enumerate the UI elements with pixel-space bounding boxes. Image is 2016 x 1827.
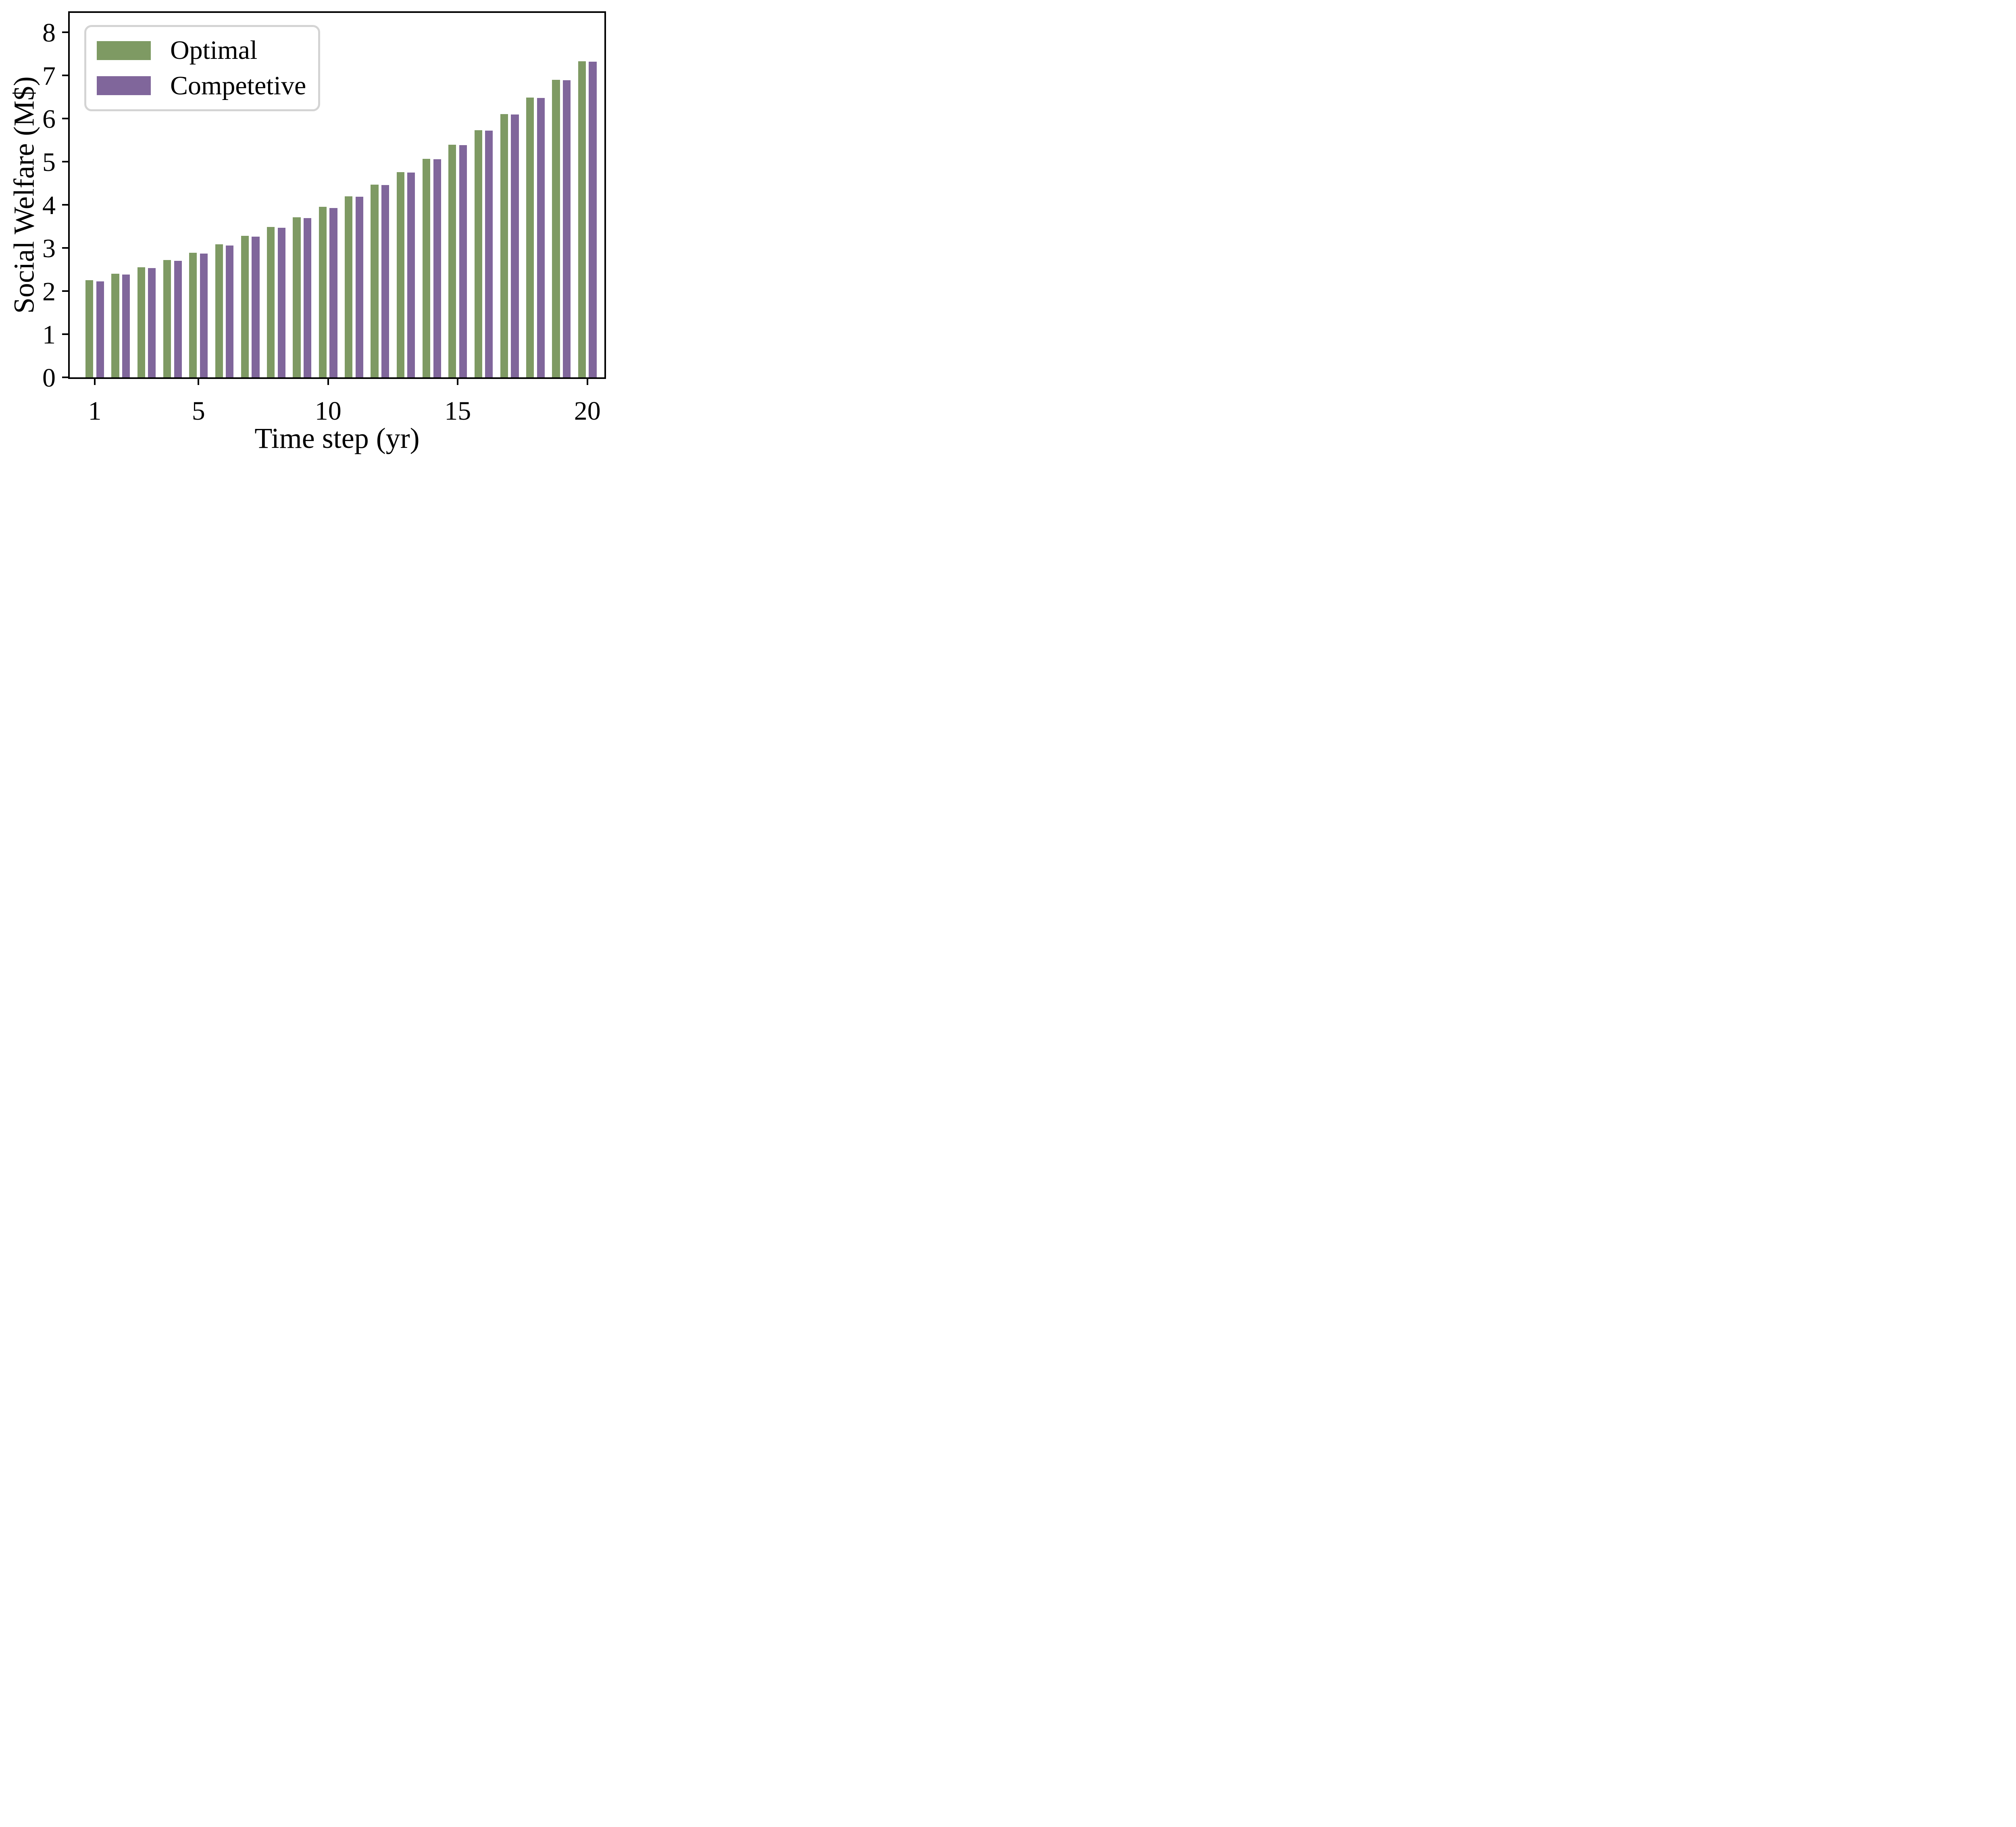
bar-optimal-20: [578, 61, 586, 377]
bar-optimal-1: [85, 280, 94, 377]
bar-optimal-19: [552, 79, 560, 377]
y-tick-label-8: 8: [42, 18, 56, 48]
y-tick-1: [62, 333, 68, 335]
bar-competetive-19: [563, 80, 571, 377]
bar-competetive-9: [304, 218, 312, 377]
figure-root: Social Welfare (M$) 0 1 2 3 4 5 6 7 8 1 5 10 15 20 Op…: [0, 0, 616, 457]
legend-swatch-competetive: [97, 76, 151, 96]
y-tick-label-0: 0: [42, 363, 56, 393]
y-tick-8: [62, 31, 68, 33]
y-tick-label-1: 1: [42, 320, 56, 350]
bar-competetive-7: [252, 237, 260, 377]
legend-item-competetive: Competetive: [97, 71, 308, 100]
legend-swatch-optimal: [97, 41, 151, 60]
bar-optimal-9: [293, 217, 301, 377]
x-tick-1: [94, 379, 96, 385]
bar-competetive-4: [174, 261, 182, 377]
legend-label-optimal: Optimal: [170, 35, 258, 65]
bar-competetive-2: [122, 275, 130, 377]
bar-optimal-3: [137, 267, 145, 377]
y-tick-label-3: 3: [42, 234, 56, 263]
bar-competetive-1: [96, 281, 104, 377]
y-tick-label-4: 4: [42, 191, 56, 220]
bar-optimal-7: [241, 236, 249, 377]
y-tick-3: [62, 247, 68, 249]
bar-optimal-18: [526, 97, 534, 377]
legend-item-optimal: Optimal: [97, 36, 308, 65]
bar-optimal-14: [422, 158, 431, 377]
bar-optimal-12: [371, 184, 379, 377]
bar-competetive-10: [329, 208, 337, 377]
bar-optimal-17: [500, 114, 508, 377]
y-tick-label-5: 5: [42, 148, 56, 177]
bar-competetive-14: [433, 159, 441, 377]
bar-competetive-11: [355, 196, 363, 377]
bar-optimal-15: [448, 145, 456, 377]
x-axis-label: Time step (yr): [254, 422, 420, 454]
bar-optimal-10: [319, 207, 327, 377]
x-tick-20: [586, 379, 588, 385]
bar-optimal-16: [474, 130, 482, 377]
bar-optimal-11: [345, 196, 353, 377]
x-tick-label-15: 15: [444, 396, 471, 426]
bar-competetive-13: [407, 172, 415, 377]
x-tick-label-10: 10: [314, 396, 342, 426]
bar-competetive-20: [589, 61, 597, 377]
bar-competetive-8: [277, 227, 285, 377]
bar-competetive-18: [537, 98, 545, 377]
bar-optimal-4: [163, 260, 171, 377]
x-tick-5: [198, 379, 200, 385]
bar-competetive-17: [511, 114, 519, 377]
bar-competetive-15: [459, 145, 467, 377]
bar-competetive-5: [200, 253, 208, 377]
bar-optimal-2: [111, 274, 119, 377]
y-tick-4: [62, 204, 68, 206]
bar-competetive-16: [485, 130, 493, 377]
plot-area: 0 1 2 3 4 5 6 7 8 1 5 10 15 20: [42, 11, 606, 426]
x-tick-label-20: 20: [574, 396, 601, 426]
x-tick-label-1: 1: [88, 396, 102, 426]
y-tick-2: [62, 290, 68, 292]
y-tick-7: [62, 75, 68, 76]
y-tick-label-6: 6: [42, 104, 56, 134]
bar-optimal-8: [267, 227, 275, 377]
bar-competetive-6: [226, 245, 234, 377]
legend: Optimal Competetive: [84, 25, 320, 111]
y-tick-label-7: 7: [42, 61, 56, 91]
bar-optimal-6: [215, 244, 223, 377]
x-tick-label-5: 5: [192, 396, 205, 426]
bar-optimal-5: [189, 252, 197, 377]
x-tick-15: [457, 379, 459, 385]
legend-label-competetive: Competetive: [170, 71, 306, 100]
bar-optimal-13: [396, 172, 404, 377]
y-tick-label-2: 2: [42, 277, 56, 306]
y-tick-6: [62, 118, 68, 119]
bar-competetive-12: [381, 185, 389, 377]
y-tick-0: [62, 377, 68, 378]
y-tick-5: [62, 161, 68, 162]
bar-competetive-3: [148, 268, 156, 377]
x-tick-10: [327, 379, 329, 385]
